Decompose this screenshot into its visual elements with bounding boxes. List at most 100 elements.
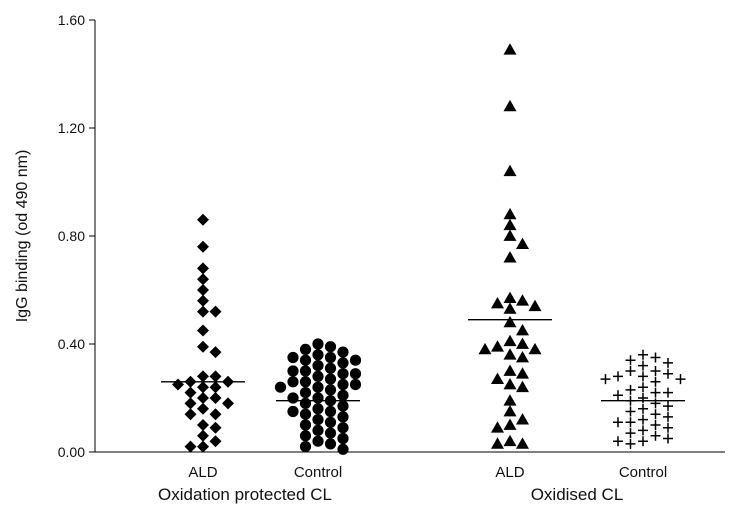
- data-point: [197, 294, 209, 307]
- data-point: [299, 397, 312, 409]
- data-point: [675, 374, 686, 385]
- data-point: [209, 421, 222, 434]
- data-point: [650, 430, 661, 441]
- data-point: [197, 284, 209, 296]
- data-point: [663, 401, 673, 412]
- data-point: [312, 403, 324, 415]
- data-point: [184, 386, 197, 399]
- data-point: [638, 393, 648, 403]
- data-point: [600, 374, 611, 385]
- data-point: [503, 334, 517, 347]
- data-point: [638, 403, 648, 414]
- category-label: Control: [294, 464, 342, 481]
- data-point: [197, 392, 209, 404]
- data-point: [625, 417, 636, 428]
- data-point: [324, 438, 337, 450]
- data-point: [650, 376, 661, 387]
- data-point: [613, 436, 623, 447]
- data-point: [625, 406, 636, 417]
- data-point: [337, 368, 349, 380]
- data-point: [312, 349, 324, 361]
- data-point: [324, 427, 337, 439]
- data-point: [613, 390, 623, 401]
- data-point: [287, 392, 299, 404]
- data-point: [503, 43, 517, 55]
- data-point: [503, 99, 517, 112]
- data-point: [312, 414, 324, 426]
- data-point: [287, 351, 299, 364]
- data-point: [312, 424, 324, 436]
- data-point: [516, 237, 529, 249]
- y-tick-label: 1.20: [58, 120, 85, 136]
- data-point: [184, 440, 197, 453]
- data-point: [528, 342, 542, 355]
- data-point: [324, 362, 337, 374]
- data-point: [663, 411, 673, 422]
- data-point: [625, 438, 636, 449]
- data-point: [503, 302, 517, 314]
- data-point: [503, 207, 517, 220]
- data-point: [516, 337, 529, 349]
- group-label: Oxidation protected CL: [158, 485, 332, 504]
- data-point: [491, 421, 504, 433]
- data-point: [324, 405, 337, 418]
- data-point: [638, 414, 648, 425]
- data-point: [503, 218, 517, 231]
- data-point: [349, 368, 362, 380]
- data-point: [312, 381, 324, 393]
- data-point: [516, 324, 529, 336]
- data-point: [197, 340, 209, 353]
- data-point: [209, 305, 222, 318]
- data-point: [337, 357, 349, 369]
- data-point: [197, 370, 209, 383]
- data-point: [650, 366, 661, 376]
- data-point: [516, 294, 529, 306]
- data-point: [312, 338, 324, 350]
- data-point: [503, 364, 517, 376]
- data-point: [299, 365, 312, 377]
- data-point: [503, 291, 517, 303]
- data-point: [503, 315, 517, 328]
- data-point: [299, 441, 312, 453]
- data-point: [650, 398, 661, 409]
- data-point: [324, 384, 337, 396]
- data-point: [299, 354, 312, 366]
- data-point: [197, 324, 209, 337]
- data-point: [516, 351, 529, 363]
- data-point: [197, 273, 209, 286]
- data-point: [337, 346, 349, 358]
- data-point: [299, 419, 312, 431]
- data-point: [528, 299, 542, 312]
- data-point: [638, 436, 648, 447]
- data-point: [299, 430, 312, 442]
- data-point: [337, 389, 349, 401]
- data-point: [663, 387, 673, 398]
- data-point: [625, 428, 636, 439]
- data-point: [663, 368, 673, 379]
- data-point: [650, 420, 661, 430]
- data-point: [197, 262, 209, 275]
- data-point: [503, 394, 517, 406]
- category-label: Control: [619, 464, 667, 481]
- data-point: [197, 381, 209, 394]
- data-point: [184, 397, 197, 410]
- data-point: [638, 349, 648, 360]
- data-point: [197, 213, 209, 226]
- y-tick-label: 0.40: [58, 336, 85, 352]
- data-point: [503, 405, 517, 417]
- data-point: [287, 365, 299, 377]
- data-point: [197, 429, 209, 442]
- y-tick-label: 1.60: [58, 12, 85, 28]
- data-point: [324, 416, 337, 428]
- data-points: [172, 43, 686, 455]
- data-point: [209, 346, 222, 359]
- data-point: [312, 360, 324, 372]
- data-point: [287, 376, 299, 388]
- data-point: [324, 341, 337, 353]
- category-label: ALD: [188, 464, 217, 481]
- y-axis-label: IgG binding (od 490 nm): [14, 150, 31, 323]
- data-point: [197, 240, 209, 253]
- data-point: [299, 343, 312, 355]
- data-point: [663, 357, 673, 368]
